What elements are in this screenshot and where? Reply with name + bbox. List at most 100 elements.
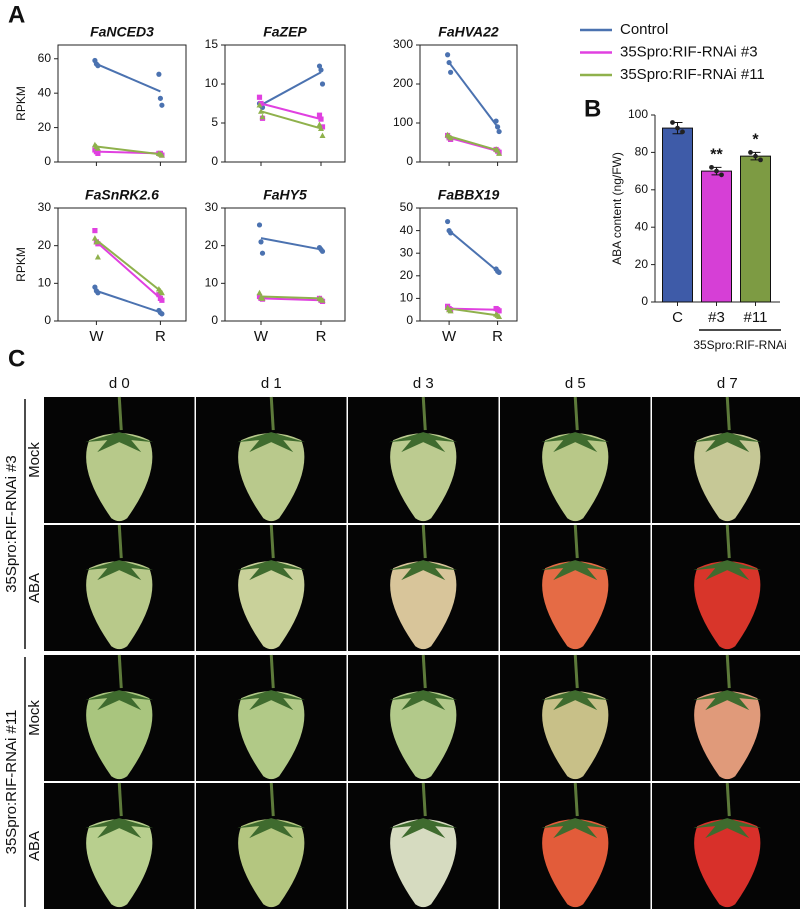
y-tick-label: 300: [393, 37, 413, 51]
column-header: d 5: [565, 375, 586, 392]
stem: [725, 396, 731, 431]
group-label: 35Spro:RIF-RNAi: [693, 338, 786, 352]
replicate-dot: [318, 125, 324, 131]
series-line: [96, 63, 161, 93]
photo: [348, 396, 499, 523]
stem: [421, 396, 427, 431]
y-tick-label: 60: [635, 182, 649, 196]
group-label: 35Spro:RIF-RNAi #11: [3, 710, 20, 855]
stem: [269, 396, 275, 431]
photo: [44, 524, 195, 651]
y-tick-label: 30: [400, 245, 414, 259]
sepals: [389, 432, 458, 453]
sepals: [693, 818, 762, 839]
fruit: [238, 561, 305, 650]
replicate-dot: [318, 67, 324, 73]
stem: [421, 782, 427, 817]
replicate-dot: [92, 228, 98, 234]
stem: [725, 654, 731, 689]
series-line: [260, 110, 322, 130]
legend-label: 35Spro:RIF-RNAi #3: [620, 43, 758, 60]
replicate-dot: [94, 145, 101, 151]
replicate-dot: [259, 250, 266, 256]
subplot-title: FaBBX19: [438, 187, 500, 203]
fruit: [694, 819, 761, 908]
stem: [117, 654, 123, 689]
replicate-dot: [259, 295, 266, 301]
replicate-dot: [714, 168, 719, 174]
fruit: [542, 691, 609, 780]
fruit: [86, 433, 153, 522]
photo: [652, 782, 800, 909]
fruit: [542, 819, 609, 908]
y-tick-label: 0: [44, 154, 51, 168]
stem: [269, 782, 275, 817]
stem: [725, 524, 731, 559]
y-tick-label: 50: [400, 200, 414, 214]
replicate-dot: [256, 222, 263, 228]
replicate-dot: [753, 153, 758, 159]
sepals: [389, 690, 458, 711]
stem: [269, 524, 275, 559]
photo: [348, 782, 499, 909]
sepals: [237, 690, 306, 711]
y-tick-label: 200: [393, 76, 413, 90]
x-tick-label: #3: [708, 309, 725, 326]
column-header: d 7: [717, 375, 738, 392]
y-tick-label: 40: [635, 219, 649, 233]
y-tick-label: 0: [406, 154, 413, 168]
y-tick-label: 30: [38, 200, 52, 214]
replicate-dot: [319, 132, 326, 138]
series-line: [260, 102, 322, 121]
fruit: [390, 561, 457, 650]
sepals: [693, 432, 762, 453]
photo: [196, 524, 347, 651]
series-line: [260, 237, 322, 251]
subplot-title: FaSnRK2.6: [85, 187, 159, 203]
y-tick-label: 10: [38, 276, 52, 290]
y-tick-label: 100: [628, 107, 648, 121]
series-line: [448, 229, 499, 273]
replicate-dot: [316, 63, 323, 69]
replicate-dot: [95, 150, 101, 156]
replicate-dot: [496, 313, 503, 319]
y-axis-label: RPKM: [14, 247, 28, 282]
replicate-dot: [680, 129, 685, 135]
fruit: [238, 433, 305, 522]
y-tick-label: 10: [205, 276, 219, 290]
series-line: [448, 307, 498, 317]
x-tick-label: #11: [744, 309, 768, 326]
series-line: [96, 289, 161, 314]
replicate-dot: [447, 134, 454, 141]
stem: [421, 524, 427, 559]
stem: [421, 654, 427, 689]
fruit: [86, 691, 153, 780]
photo: [196, 782, 347, 909]
x-tick-label: R: [492, 328, 503, 345]
replicate-dot: [158, 289, 165, 296]
stem: [725, 782, 731, 817]
x-tick-label: W: [254, 328, 269, 345]
column-header: d 0: [109, 375, 130, 392]
replicate-dot: [496, 308, 502, 314]
fruit: [542, 561, 609, 650]
photo: [500, 524, 651, 651]
legend-label: 35Spro:RIF-RNAi #11: [620, 66, 765, 83]
replicate-dot: [496, 269, 502, 276]
stem: [573, 654, 579, 689]
replicate-dot: [256, 94, 263, 100]
replicate-dot: [319, 124, 326, 130]
photo: [652, 524, 800, 651]
x-tick-label: R: [316, 328, 327, 345]
sepals: [237, 818, 306, 839]
replicate-dot: [447, 307, 454, 314]
y-tick-label: 0: [406, 313, 413, 327]
replicate-dot: [748, 150, 753, 155]
photo: [196, 396, 347, 523]
y-axis-label: ABA content (ng/FW): [610, 152, 624, 265]
replicate-dot: [319, 81, 326, 87]
sepals: [389, 818, 458, 839]
y-tick-label: 100: [393, 115, 413, 129]
sepals: [85, 818, 154, 839]
y-tick-label: 60: [38, 51, 52, 65]
